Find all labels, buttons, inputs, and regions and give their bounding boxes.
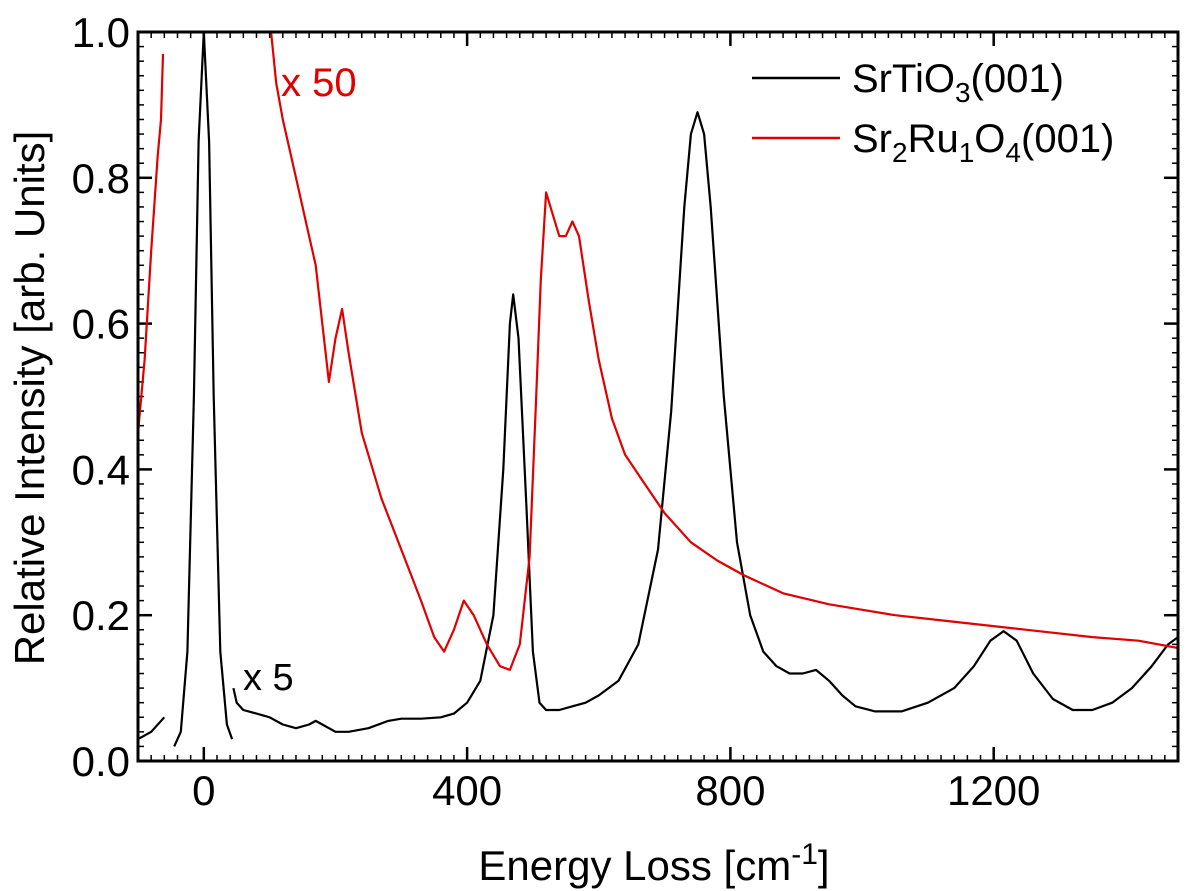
legend: SrTiO3(001) Sr2Ru1O4(001) bbox=[752, 57, 1114, 168]
y-tick-label: 0.0 bbox=[72, 738, 130, 785]
plot-frame bbox=[136, 30, 1180, 763]
x-tick-label: 800 bbox=[695, 767, 765, 814]
tick-labels: 0 400 800 1200 0.0 0.2 0.4 0.6 0.8 1.0 bbox=[72, 9, 1041, 814]
annotation-x5: x 5 bbox=[243, 657, 294, 699]
series-line-sr2ruo4-seg1 bbox=[269, 32, 1178, 672]
x-axis-title: Energy Loss [cm-1] bbox=[478, 838, 829, 889]
x-tick-label: 1200 bbox=[947, 767, 1040, 814]
series-line-srtio3-seg1 bbox=[173, 32, 234, 747]
x-tick-label: 0 bbox=[192, 767, 215, 814]
y-tick-label: 0.6 bbox=[72, 301, 130, 348]
series-line-srtio3-seg2 bbox=[232, 111, 1178, 733]
y-tick-label: 1.0 bbox=[72, 9, 130, 56]
legend-label-srtio3: SrTiO3(001) bbox=[852, 57, 1064, 108]
series-line-sr2ruo4-seg0 bbox=[138, 53, 165, 433]
series-layer bbox=[138, 32, 1178, 747]
y-tick-label: 0.8 bbox=[72, 155, 130, 202]
legend-label-sr2ruo4: Sr2Ru1O4(001) bbox=[852, 117, 1114, 168]
y-axis-title: Relative Intensity [arb. Units] bbox=[6, 131, 53, 666]
annotation-x50: x 50 bbox=[281, 61, 357, 105]
x-tick-label: 400 bbox=[432, 767, 502, 814]
series-line-srtio3-seg0 bbox=[138, 716, 166, 741]
y-tick-label: 0.4 bbox=[72, 446, 130, 493]
y-tick-label: 0.2 bbox=[72, 592, 130, 639]
